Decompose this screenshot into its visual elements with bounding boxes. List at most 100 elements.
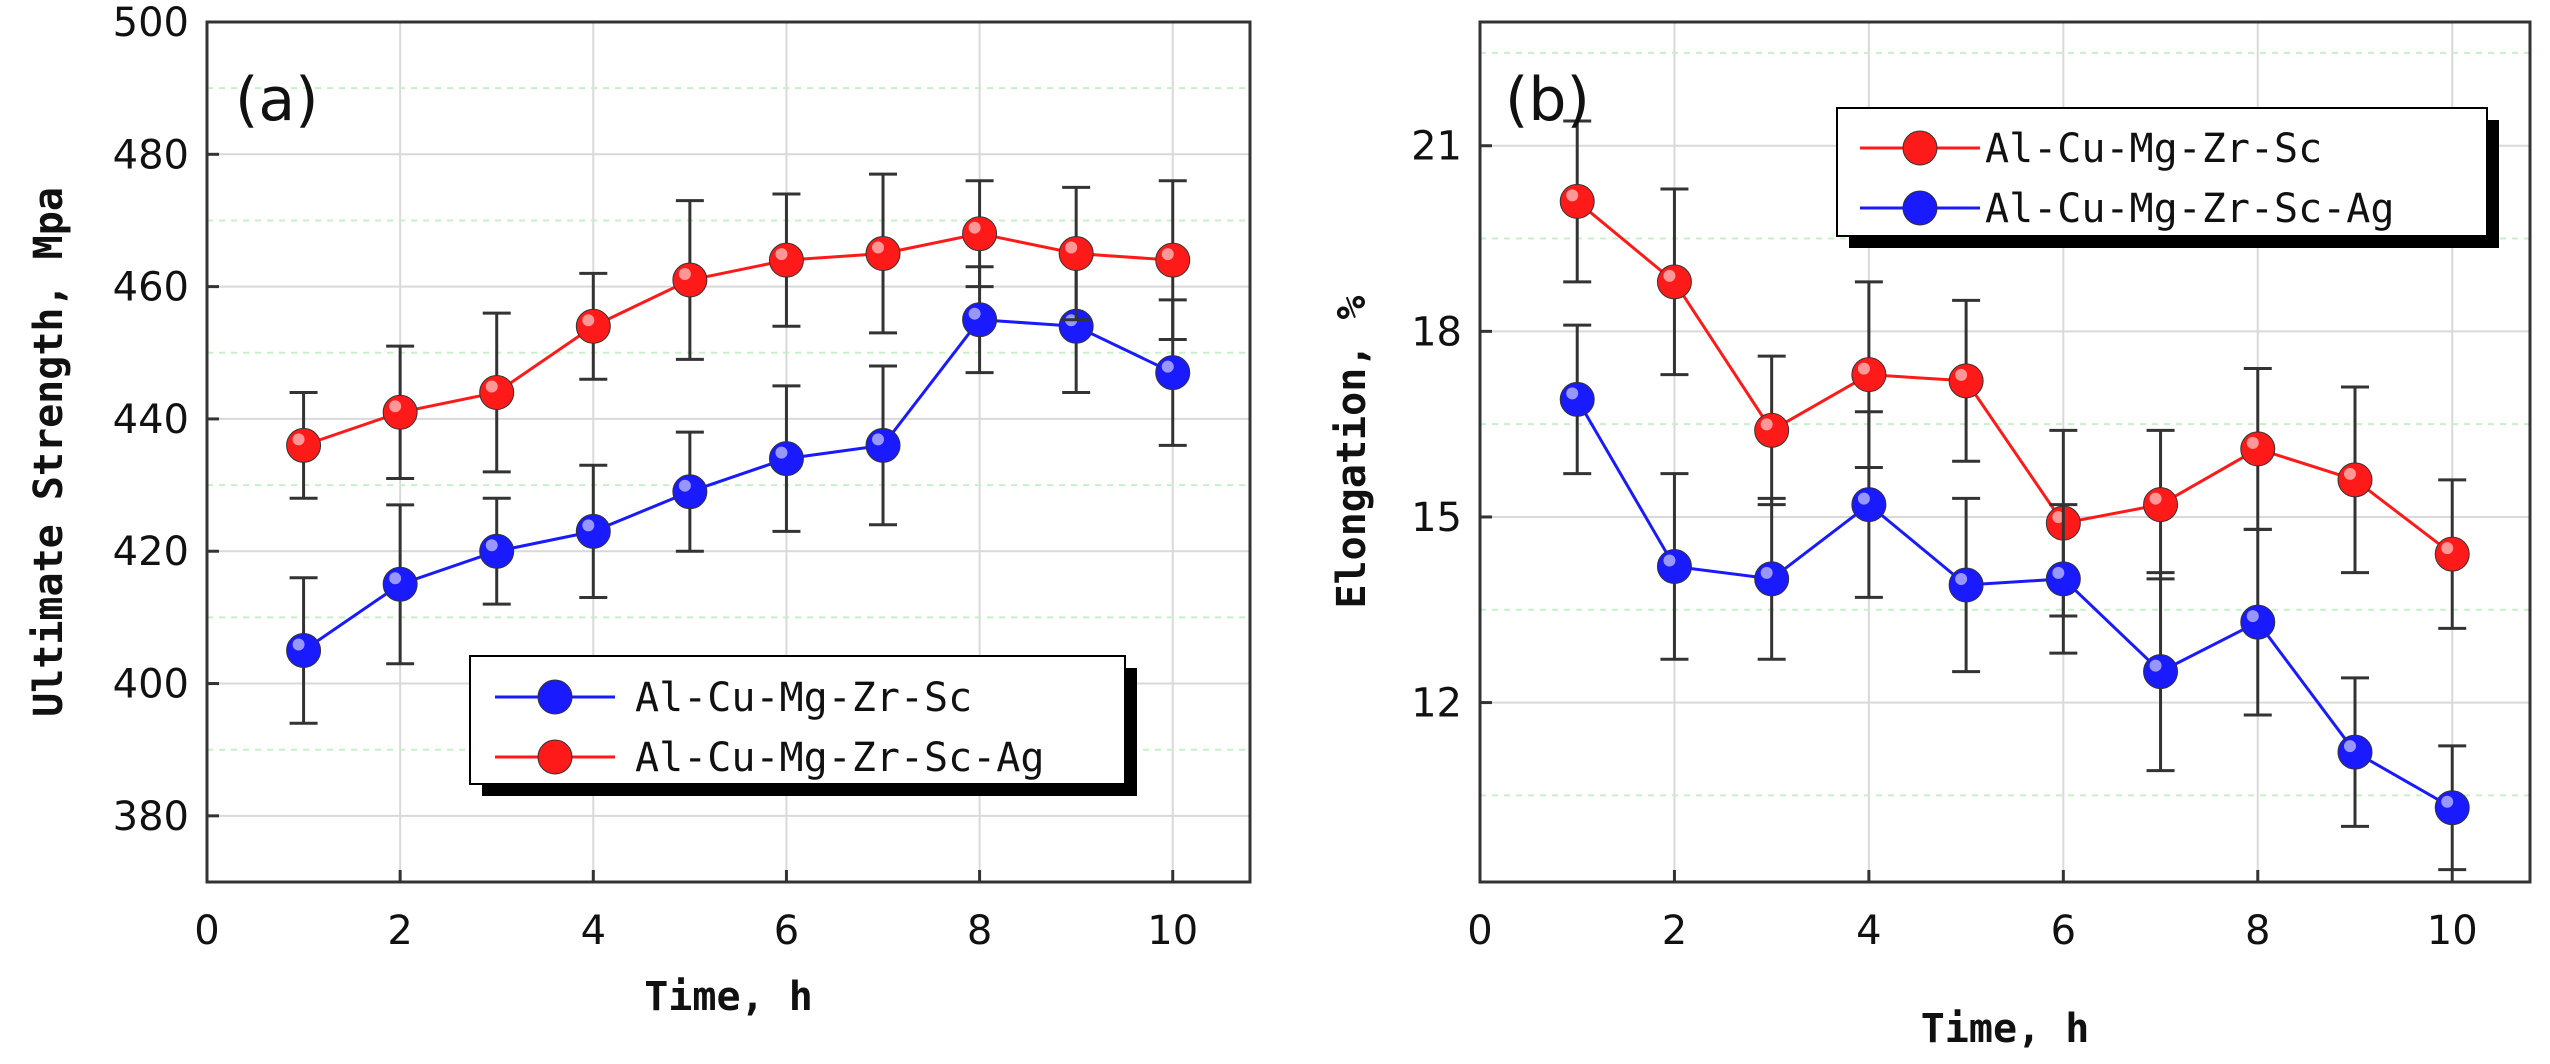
chart-a-xtick-label: 8 [967, 908, 992, 954]
chart-a-legend-box [469, 655, 1126, 785]
chart-b-point-series-1 [2434, 790, 2470, 826]
chart-b-point-series-0 [2240, 431, 2276, 467]
chart-b-point-series-1 [1754, 561, 1790, 597]
chart-a-point-series-0 [672, 474, 708, 510]
chart-a-legend-marker-series-1 [537, 739, 573, 775]
chart-a-point-series-0 [865, 427, 901, 463]
chart-b-point-highlight-series-0 [1955, 368, 1968, 381]
chart-b-point-highlight-series-1 [1566, 387, 1579, 400]
chart-a-point-highlight-series-0 [968, 307, 981, 320]
chart-b-panel-label: (b) [1505, 65, 1590, 135]
chart-b-point-series-1 [2143, 654, 2179, 690]
chart-b-ytick-label: 12 [1411, 681, 1462, 727]
chart-a-point-highlight-series-0 [1161, 360, 1174, 373]
chart-b-point-series-0 [2143, 487, 2179, 523]
chart-a-ytick-label: 500 [113, 0, 189, 46]
chart-a-ytick-label: 460 [113, 265, 189, 311]
chart-b-point-highlight-series-1 [2441, 795, 2454, 808]
chart-b-point-highlight-series-0 [2441, 542, 2454, 555]
chart-a-point-series-1 [1058, 236, 1094, 272]
chart-a-point-series-1 [768, 242, 804, 278]
chart-b-point-highlight-series-1 [1663, 554, 1676, 567]
chart-b-point-series-1 [1559, 381, 1595, 417]
chart-a-point-highlight-series-1 [1161, 248, 1174, 261]
chart-b-point-highlight-series-0 [2246, 436, 2259, 449]
chart-b-xtick-label: 0 [1467, 908, 1492, 954]
chart-b-point-highlight-series-0 [2344, 467, 2356, 480]
chart-b-point-highlight-series-1 [1760, 566, 1773, 579]
chart-a-point-series-1 [962, 216, 998, 252]
chart-b-point-series-0 [2337, 462, 2373, 498]
chart-a-point-highlight-series-1 [485, 380, 498, 393]
chart-a-point-series-0 [1155, 355, 1191, 391]
chart-a-point-series-1 [1155, 242, 1191, 278]
chart-a-line-series-1 [303, 232, 1173, 447]
chart-b-legend-box [1836, 107, 2488, 237]
chart-a-line-series-0 [302, 318, 1174, 652]
chart-b-frame [1478, 20, 2532, 884]
chart-b-point-series-1 [2337, 734, 2373, 770]
chart-a-xtick-label: 6 [774, 908, 799, 954]
chart-b-xtick-label: 8 [2245, 908, 2270, 954]
chart-a-point-highlight-series-0 [485, 539, 498, 552]
chart-b-legend-marker-series-1 [1902, 190, 1938, 226]
chart-a-xlabel: Time, h [644, 974, 813, 1020]
chart-b-point-highlight-series-0 [1566, 189, 1579, 202]
chart-a-legend: Al-Cu-Mg-Zr-Sc Al-Cu-Mg-Zr-Sc-Ag [469, 655, 1137, 796]
chart-b-point-highlight-series-1 [2149, 659, 2162, 672]
chart-a-point-series-0 [286, 632, 322, 668]
chart-a-point-series-0 [768, 441, 804, 477]
chart-b-point-series-0 [1948, 363, 1984, 399]
chart-a-point-highlight-series-1 [678, 268, 691, 280]
chart-a-xtick-label: 10 [1147, 908, 1198, 954]
chart-a-point-series-0 [962, 302, 998, 338]
chart-b-legend-label-series-1: Al-Cu-Mg-Zr-Sc-Ag [1985, 186, 2394, 232]
chart-a-point-highlight-series-0 [872, 433, 885, 446]
chart-a-ytick-label: 420 [113, 529, 189, 575]
chart-a-xtick-label: 4 [581, 908, 606, 954]
chart-a-point-highlight-series-1 [1065, 241, 1078, 254]
chart-a-point-series-0 [479, 533, 515, 569]
chart-a-point-highlight-series-1 [292, 433, 305, 446]
chart-a-point-highlight-series-1 [582, 314, 595, 327]
chart-a-point-highlight-series-1 [775, 248, 788, 261]
chart-b-ytick-label: 21 [1411, 124, 1462, 170]
chart-a-point-highlight-series-1 [968, 221, 981, 234]
chart-b-legend: Al-Cu-Mg-Zr-Sc Al-Cu-Mg-Zr-Sc-Ag [1836, 107, 2499, 248]
chart-b-point-series-0 [1559, 183, 1595, 219]
chart-b-point-series-1 [1948, 567, 1984, 603]
chart-b-point-series-0 [1656, 264, 1692, 300]
chart-a-point-series-1 [672, 262, 708, 298]
chart-a-point-highlight-series-0 [678, 479, 691, 492]
chart-a-ytick-label: 380 [113, 794, 189, 840]
chart-b-legend-marker-series-0 [1902, 130, 1938, 166]
chart-b-xtick-label: 4 [1856, 908, 1881, 954]
chart-b-xtick-label: 6 [2051, 908, 2076, 954]
chart-a-ytick-label: 480 [113, 132, 189, 178]
chart-a-panel-label: (a) [235, 65, 319, 135]
chart-a-point-series-0 [382, 566, 418, 602]
chart-a-point-series-1 [286, 427, 322, 463]
chart-a-point-highlight-series-0 [389, 572, 402, 585]
chart-a-point-series-1 [865, 236, 901, 272]
chart-b-point-series-1 [1851, 487, 1887, 523]
chart-b-point-highlight-series-1 [1857, 492, 1870, 505]
chart-b-ytick-label: 18 [1411, 309, 1462, 355]
chart-b: 0 2 4 6 8 10 12 15 18 21 (b) Time, h Elongation, … [1329, 20, 2532, 1052]
chart-a-ylabel: Ultimate Strength, Mpa [26, 187, 72, 717]
chart-a-xtick-label: 0 [194, 908, 219, 954]
chart-b-point-series-0 [1851, 357, 1887, 393]
chart-a-frame [205, 20, 1252, 884]
chart-b-point-series-1 [1656, 548, 1692, 584]
chart-a-ytick-label: 440 [113, 397, 189, 443]
chart-a-point-series-0 [575, 513, 611, 549]
chart-b-xlabel: Time, h [1921, 1006, 2090, 1052]
chart-b-xtick-label: 10 [2427, 908, 2478, 954]
chart-a-point-highlight-series-0 [582, 519, 595, 532]
chart-a-point-highlight-series-0 [292, 638, 305, 651]
chart-a: 0 2 4 6 8 10 380 400 420 440 460 480 500 (a) Time, h… [26, 0, 1252, 1020]
chart-b-ytick-label: 15 [1411, 495, 1462, 541]
chart-b-point-highlight-series-0 [2052, 511, 2065, 524]
chart-b-legend-label-series-0: Al-Cu-Mg-Zr-Sc [1985, 126, 2322, 172]
